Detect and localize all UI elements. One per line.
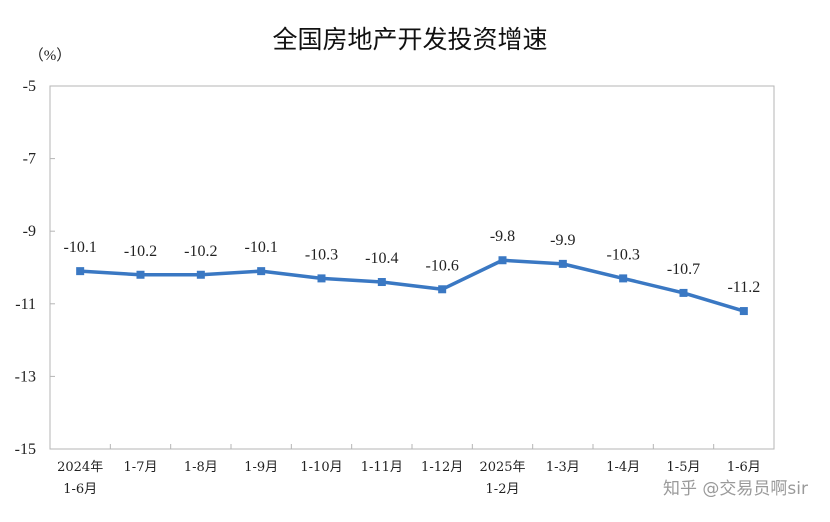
y-tick-label: -13 bbox=[15, 368, 36, 385]
x-tick-label: 1-2月 bbox=[486, 482, 520, 497]
data-label: -10.1 bbox=[64, 239, 97, 256]
data-label: -10.3 bbox=[607, 246, 640, 263]
data-point-marker bbox=[739, 307, 748, 316]
data-labels: -10.1 -10.2 -10.2 -10.1 -10.3 -10.4 -10.6 -9.8 -… bbox=[64, 228, 761, 296]
y-tick-label: -9 bbox=[23, 223, 36, 240]
data-point-marker bbox=[196, 270, 205, 279]
data-point-marker bbox=[257, 267, 266, 276]
y-tick-label: -15 bbox=[15, 441, 36, 458]
series-markers bbox=[76, 256, 748, 316]
y-tick-label: -11 bbox=[15, 296, 36, 313]
data-label: -10.2 bbox=[124, 243, 157, 260]
data-point-marker bbox=[438, 285, 447, 294]
data-point-marker bbox=[679, 288, 688, 297]
x-tick-label: 1-12月 bbox=[421, 460, 463, 475]
data-label: -10.1 bbox=[245, 239, 278, 256]
data-point-marker bbox=[76, 267, 85, 276]
data-point-marker bbox=[136, 270, 145, 279]
data-point-marker bbox=[619, 274, 628, 283]
y-tick-label: -7 bbox=[23, 151, 36, 168]
data-label: -10.2 bbox=[184, 243, 217, 260]
data-label: -10.7 bbox=[667, 261, 700, 278]
x-tick-label: 2024年 bbox=[57, 460, 103, 475]
plot-area-frame bbox=[49, 85, 775, 450]
data-label: -10.4 bbox=[365, 250, 398, 267]
x-tick-label: 1-6月 bbox=[63, 482, 97, 497]
x-tick-label: 1-3月 bbox=[546, 460, 580, 475]
y-tick-label: -5 bbox=[23, 78, 36, 95]
x-tick-label: 1-11月 bbox=[361, 460, 403, 475]
series-line bbox=[78, 258, 746, 313]
chart-title: 全国房地产开发投资增速 bbox=[272, 25, 547, 54]
data-label: -11.2 bbox=[727, 279, 760, 296]
x-tick-label: 1-10月 bbox=[300, 460, 342, 475]
x-tick-label: 1-4月 bbox=[606, 460, 640, 475]
data-point-marker bbox=[377, 278, 386, 287]
data-point-marker bbox=[558, 259, 567, 268]
x-tick-label: 1-8月 bbox=[184, 460, 218, 475]
data-point-marker bbox=[498, 256, 507, 265]
watermark-text: 知乎 @交易员啊sir bbox=[663, 479, 808, 499]
data-label: -9.9 bbox=[550, 232, 575, 249]
x-tick-label: 1-6月 bbox=[727, 460, 761, 475]
data-label: -10.6 bbox=[426, 257, 459, 274]
data-label: -9.8 bbox=[490, 228, 515, 245]
y-axis-unit-label: （%） bbox=[29, 47, 72, 64]
x-tick-label: 1-9月 bbox=[244, 460, 278, 475]
x-tick-label: 1-5月 bbox=[667, 460, 701, 475]
x-axis-ticks: 2024年 1-6月 1-7月 1-8月 1-9月 1-10月 1-11月 1-12月 2025… bbox=[57, 444, 761, 497]
data-point-marker bbox=[317, 274, 326, 283]
x-tick-label: 1-7月 bbox=[124, 460, 158, 475]
x-tick-label: 2025年 bbox=[479, 460, 525, 475]
data-label: -10.3 bbox=[305, 246, 338, 263]
y-axis-ticks: -5 -7 -9 -11 -13 -15 bbox=[15, 78, 55, 458]
